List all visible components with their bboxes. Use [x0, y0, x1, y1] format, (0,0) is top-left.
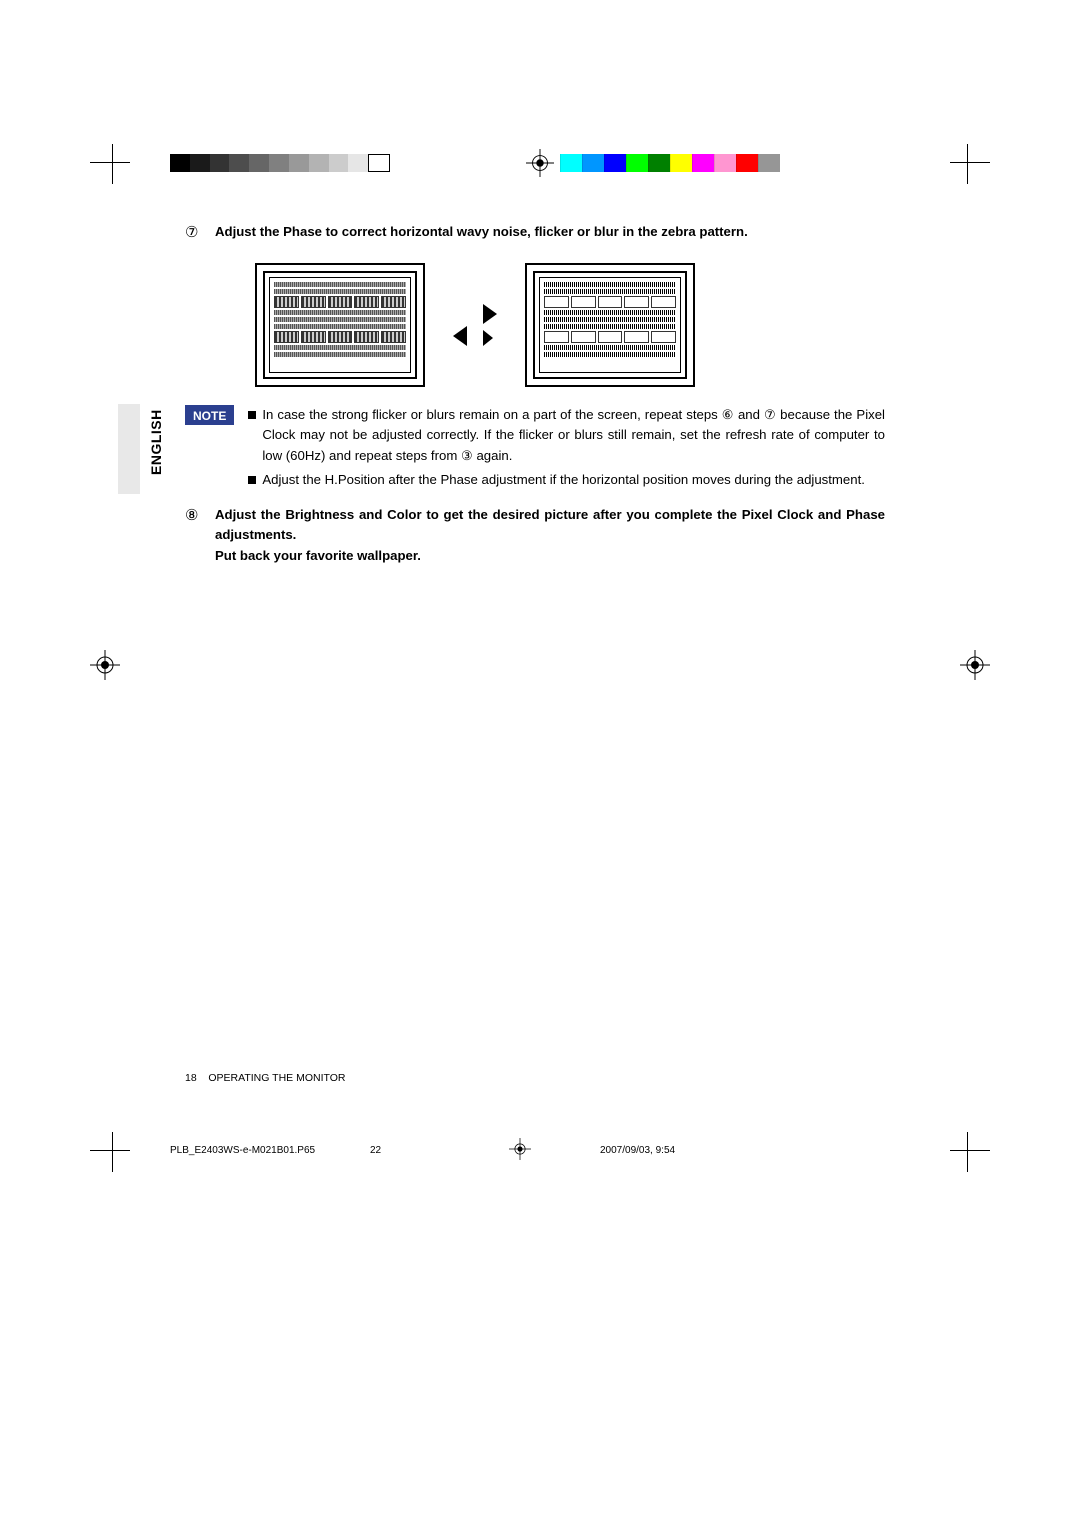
adjust-arrows-icon [453, 300, 497, 350]
page-number: 18 [185, 1072, 197, 1084]
registration-mark-top [526, 149, 554, 177]
bottom-printer-marks [0, 1126, 1080, 1186]
note-item-2: Adjust the H.Position after the Phase ad… [248, 470, 885, 490]
step-8-number: ⑧ [185, 505, 203, 566]
doc-sheet: 22 [370, 1145, 381, 1156]
note-item-1: In case the strong flicker or blurs rema… [248, 405, 885, 466]
registration-mark-right [960, 650, 990, 680]
note-block: NOTE In case the strong flicker or blurs… [185, 405, 885, 495]
crop-mark-br [926, 1136, 986, 1176]
step-8: ⑧ Adjust the Brightness and Color to get… [185, 505, 885, 566]
crop-mark-tl [94, 148, 154, 188]
grayscale-bar [170, 154, 390, 172]
note-item-2-text: Adjust the H.Position after the Phase ad… [262, 472, 865, 487]
step-8-line1: Adjust the Brightness and Color to get t… [215, 507, 885, 542]
doc-filename: PLB_E2403WS-e-M021B01.P65 [170, 1145, 315, 1156]
step-7: ⑦ Adjust the Phase to correct horizontal… [185, 222, 885, 243]
top-printer-marks [0, 148, 1080, 196]
note-badge: NOTE [185, 405, 234, 425]
step-8-line2: Put back your favorite wallpaper. [215, 548, 421, 563]
language-tab-bg [118, 404, 140, 494]
crop-mark-bl [94, 1136, 154, 1176]
zebra-after [525, 263, 695, 387]
color-bar [560, 154, 780, 172]
doc-footer: PLB_E2403WS-e-M021B01.P65 22 2007/09/03,… [170, 1145, 870, 1156]
note-item-1-text: In case the strong flicker or blurs rema… [262, 407, 885, 463]
doc-timestamp: 2007/09/03, 9:54 [600, 1145, 675, 1156]
page-footer: 18 OPERATING THE MONITOR [185, 1072, 345, 1084]
registration-mark-bottom [509, 1138, 531, 1160]
section-title: OPERATING THE MONITOR [208, 1072, 345, 1084]
crop-mark-tr [926, 148, 986, 188]
language-tab-label: ENGLISH [148, 409, 164, 475]
zebra-diagram-row [255, 263, 885, 387]
note-list: In case the strong flicker or blurs rema… [248, 405, 885, 495]
step-8-text: Adjust the Brightness and Color to get t… [215, 505, 885, 566]
registration-mark-left [90, 650, 120, 680]
page-content: ⑦ Adjust the Phase to correct horizontal… [185, 222, 885, 566]
step-7-number: ⑦ [185, 222, 203, 243]
step-7-text: Adjust the Phase to correct horizontal w… [215, 222, 748, 243]
zebra-before [255, 263, 425, 387]
